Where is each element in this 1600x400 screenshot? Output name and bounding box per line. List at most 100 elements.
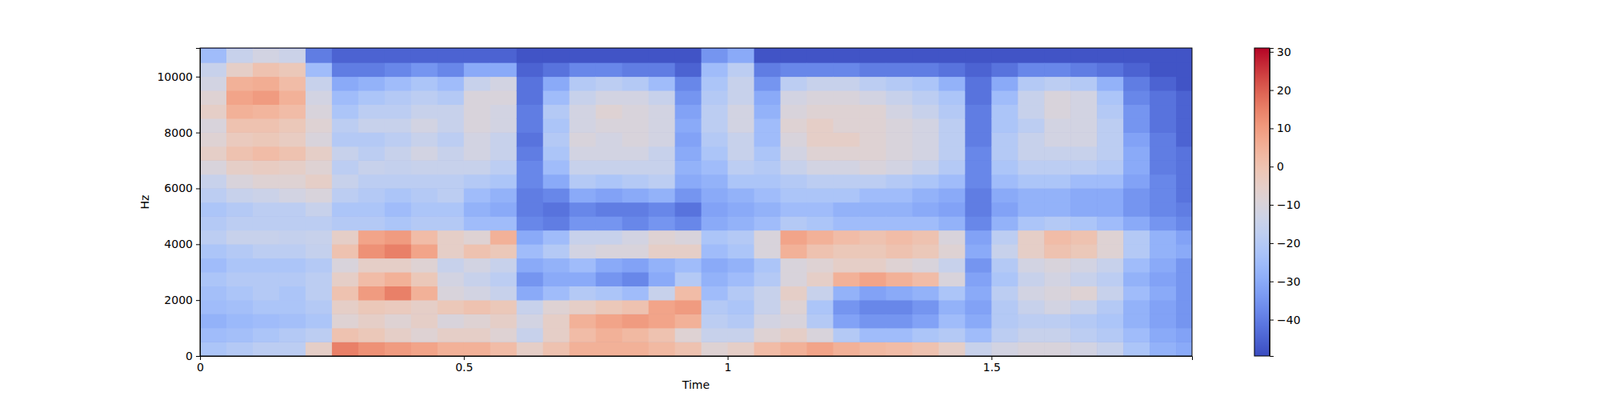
heatmap-cell bbox=[807, 146, 835, 161]
heatmap-cell bbox=[701, 48, 729, 64]
heatmap-cell bbox=[964, 216, 992, 231]
heatmap-cell bbox=[622, 272, 650, 287]
heatmap-cell bbox=[938, 62, 966, 77]
heatmap-cell bbox=[859, 216, 887, 231]
heatmap-cell bbox=[648, 244, 676, 259]
heatmap-cell bbox=[991, 48, 1019, 64]
heatmap-cell bbox=[464, 313, 492, 328]
chart: 00.511.50200040006000800010000TimeHz−40−… bbox=[0, 0, 1600, 400]
heatmap-cell bbox=[358, 244, 386, 259]
heatmap-cell bbox=[569, 244, 597, 259]
heatmap-cell bbox=[279, 300, 307, 315]
heatmap-cell bbox=[675, 341, 703, 356]
heatmap-cell bbox=[754, 313, 782, 328]
heatmap-cell bbox=[1096, 230, 1124, 245]
heatmap-cell bbox=[648, 174, 676, 189]
heatmap-cell bbox=[938, 202, 966, 217]
heatmap-cell bbox=[252, 174, 280, 189]
heatmap-cell bbox=[1017, 244, 1045, 259]
heatmap-cell bbox=[569, 216, 597, 231]
heatmap-cell bbox=[1123, 188, 1151, 203]
heatmap-cell bbox=[964, 272, 992, 287]
heatmap-cell bbox=[1070, 118, 1098, 133]
heatmap-cell bbox=[885, 272, 913, 287]
heatmap-cell bbox=[728, 188, 756, 203]
heatmap-cell bbox=[675, 62, 703, 77]
heatmap-cell bbox=[1044, 230, 1072, 245]
heatmap-cell bbox=[991, 188, 1019, 203]
heatmap-cell bbox=[859, 272, 887, 287]
heatmap-cell bbox=[1017, 146, 1045, 161]
heatmap-cell bbox=[490, 48, 518, 64]
heatmap-cell bbox=[332, 146, 360, 161]
heatmap-cell bbox=[1096, 328, 1124, 343]
heatmap-cell bbox=[437, 132, 465, 147]
heatmap-cell bbox=[754, 160, 782, 175]
heatmap-cell bbox=[1176, 146, 1192, 161]
heatmap-cell bbox=[885, 62, 913, 77]
heatmap-cell bbox=[1096, 174, 1124, 189]
heatmap-cell bbox=[1044, 285, 1072, 300]
heatmap-cell bbox=[938, 118, 966, 133]
heatmap-cell bbox=[200, 174, 228, 189]
heatmap-cell bbox=[516, 90, 544, 105]
heatmap-cell bbox=[912, 216, 940, 231]
heatmap-cell bbox=[596, 328, 624, 343]
heatmap-cell bbox=[569, 104, 597, 119]
heatmap-cell bbox=[226, 257, 254, 272]
axis-line bbox=[1270, 48, 1275, 357]
heatmap-cell bbox=[648, 160, 676, 175]
heatmap-cell bbox=[464, 132, 492, 147]
heatmap-cell bbox=[490, 174, 518, 189]
tick-mark bbox=[1269, 166, 1274, 168]
heatmap-cell bbox=[490, 216, 518, 231]
heatmap-cell bbox=[252, 300, 280, 315]
heatmap-cell bbox=[1070, 174, 1098, 189]
heatmap-cell bbox=[964, 188, 992, 203]
heatmap-cell bbox=[780, 118, 808, 133]
heatmap-cell bbox=[569, 160, 597, 175]
heatmap-cell bbox=[807, 188, 835, 203]
heatmap-cell bbox=[675, 146, 703, 161]
heatmap-cell bbox=[912, 244, 940, 259]
tick: 1 bbox=[724, 356, 732, 374]
heatmap-cell bbox=[728, 132, 756, 147]
heatmap-cell bbox=[728, 257, 756, 272]
heatmap-cell bbox=[885, 146, 913, 161]
heatmap-cell bbox=[991, 313, 1019, 328]
heatmap-cell bbox=[701, 160, 729, 175]
heatmap-cell bbox=[1149, 48, 1177, 64]
heatmap-cell bbox=[1017, 62, 1045, 77]
heatmap-cell bbox=[384, 244, 412, 259]
heatmap-cell bbox=[305, 76, 333, 91]
heatmap-cell bbox=[964, 230, 992, 245]
heatmap-cell bbox=[305, 300, 333, 315]
heatmap-cell bbox=[780, 160, 808, 175]
heatmap-cell bbox=[728, 146, 756, 161]
heatmap-cell bbox=[622, 202, 650, 217]
heatmap-cell bbox=[648, 132, 676, 147]
heatmap-cell bbox=[675, 90, 703, 105]
heatmap-cell bbox=[464, 160, 492, 175]
heatmap-cell bbox=[754, 90, 782, 105]
heatmap-cell bbox=[252, 341, 280, 356]
heatmap-cell bbox=[516, 104, 544, 119]
heatmap-cell bbox=[543, 132, 571, 147]
heatmap-cell bbox=[332, 132, 360, 147]
heatmap-cell bbox=[885, 328, 913, 343]
heatmap-cell bbox=[332, 313, 360, 328]
heatmap-cell bbox=[754, 244, 782, 259]
tick-label: 1 bbox=[724, 360, 732, 374]
heatmap-cell bbox=[543, 244, 571, 259]
heatmap-cell bbox=[596, 90, 624, 105]
heatmap-cell bbox=[938, 230, 966, 245]
heatmap-cell bbox=[332, 90, 360, 105]
heatmap-cell bbox=[543, 104, 571, 119]
heatmap-cell bbox=[569, 285, 597, 300]
heatmap-cell bbox=[754, 132, 782, 147]
heatmap-cell bbox=[807, 90, 835, 105]
heatmap-cell bbox=[754, 285, 782, 300]
heatmap-cell bbox=[226, 300, 254, 315]
heatmap-cell bbox=[780, 104, 808, 119]
tick: 10000 bbox=[156, 70, 200, 84]
